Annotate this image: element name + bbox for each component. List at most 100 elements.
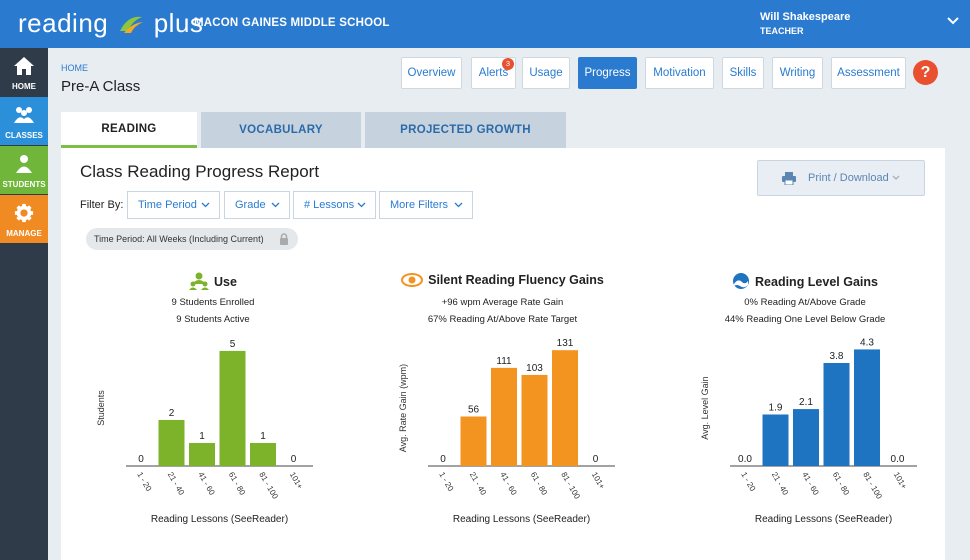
gear-icon bbox=[14, 203, 34, 223]
fluency-subtitle-2: 67% Reading At/Above Rate Target bbox=[427, 314, 578, 325]
bar[interactable] bbox=[793, 409, 819, 466]
x-tick-label: 41 - 60 bbox=[800, 471, 821, 498]
time-period-chip: Time Period: All Weeks (Including Curren… bbox=[86, 228, 298, 250]
x-tick-label: 21 - 40 bbox=[468, 471, 489, 498]
data-label: 111 bbox=[496, 356, 512, 367]
x-tick-label: 1 - 20 bbox=[437, 471, 455, 494]
data-label: 3.8 bbox=[830, 351, 844, 362]
tab-writing[interactable]: Writing bbox=[772, 57, 823, 89]
bar[interactable] bbox=[460, 416, 487, 466]
logo-text-left: reading bbox=[18, 8, 109, 38]
y-axis-label: Students bbox=[96, 390, 106, 426]
user-name[interactable]: Will Shakespeare bbox=[760, 11, 851, 23]
bar[interactable] bbox=[552, 350, 578, 466]
data-label: 131 bbox=[557, 338, 574, 349]
bar[interactable] bbox=[854, 349, 880, 466]
print-download-label: Print / Download bbox=[808, 172, 889, 184]
x-tick-label: 21 - 40 bbox=[770, 471, 791, 498]
lessons-filter[interactable]: # Lessons bbox=[293, 191, 376, 219]
use-subtitle-1: 9 Students Enrolled bbox=[171, 297, 255, 308]
x-tick-label: 61 - 80 bbox=[529, 471, 550, 498]
chevron-down-icon bbox=[201, 202, 210, 208]
data-label: 1 bbox=[199, 431, 205, 442]
chevron-down-icon bbox=[454, 202, 463, 208]
bar[interactable] bbox=[250, 442, 276, 466]
sidebar-item-home[interactable]: HOME bbox=[0, 48, 48, 96]
sidebar-item-students[interactable]: STUDENTS bbox=[0, 146, 48, 194]
x-tick-label: 41 - 60 bbox=[498, 471, 519, 498]
data-label: 2.1 bbox=[799, 397, 813, 408]
chart-title-text: Reading Level Gains bbox=[755, 275, 878, 289]
classes-icon bbox=[14, 107, 34, 123]
chart-title-text: Use bbox=[214, 275, 237, 289]
sidebar-item-classes[interactable]: CLASSES bbox=[0, 97, 48, 145]
bar[interactable] bbox=[762, 414, 789, 466]
breadcrumb[interactable]: HOME bbox=[61, 63, 88, 73]
sidebar-item-manage[interactable]: MANAGE bbox=[0, 195, 48, 243]
x-tick-label: 101+ bbox=[590, 471, 607, 491]
x-tick-label: 1 - 20 bbox=[739, 471, 757, 494]
tab-motivation[interactable]: Motivation bbox=[645, 57, 714, 89]
logo-text-right: plus bbox=[153, 8, 204, 38]
use-chart: Students 0 1 - 20 2 21 - 40 1 41 - 60 5 61 - 80 1… bbox=[96, 339, 313, 525]
bar[interactable] bbox=[219, 350, 246, 466]
sidebar-item-label: HOME bbox=[12, 82, 36, 91]
home-icon bbox=[14, 57, 34, 75]
logo-swoosh-icon bbox=[119, 16, 143, 33]
level-subtitle-1: 0% Reading At/Above Grade bbox=[744, 297, 866, 308]
chart-title-text: Silent Reading Fluency Gains bbox=[428, 273, 604, 287]
sidebar-item-label: MANAGE bbox=[6, 229, 42, 238]
data-label: 2 bbox=[169, 408, 175, 419]
y-axis-label: Avg. Level Gain bbox=[700, 376, 710, 439]
x-tick-label: 61 - 80 bbox=[831, 471, 852, 498]
more-filters[interactable]: More Filters bbox=[379, 191, 473, 219]
tab-projected-growth[interactable]: PROJECTED GROWTH bbox=[365, 112, 566, 148]
bar[interactable] bbox=[189, 442, 215, 466]
chevron-down-icon[interactable] bbox=[946, 14, 960, 28]
time-period-filter[interactable]: Time Period bbox=[127, 191, 220, 219]
tab-skills[interactable]: Skills bbox=[722, 57, 764, 89]
data-label: 1.9 bbox=[769, 402, 783, 413]
x-tick-label: 101+ bbox=[892, 471, 909, 491]
filter-label: More Filters bbox=[390, 199, 449, 211]
fluency-subtitle-1: +96 wpm Average Rate Gain bbox=[441, 297, 564, 308]
data-label: 5 bbox=[230, 339, 236, 350]
data-label: 4.3 bbox=[860, 337, 874, 348]
data-label: 103 bbox=[526, 363, 543, 374]
data-label: 0 bbox=[593, 454, 599, 465]
filter-by-label: Filter By: bbox=[80, 199, 124, 211]
x-axis-label: Reading Lessons (SeeReader) bbox=[453, 514, 590, 525]
x-tick-label: 1 - 20 bbox=[135, 471, 153, 494]
tab-assessment[interactable]: Assessment bbox=[831, 57, 906, 89]
bar[interactable] bbox=[158, 419, 185, 466]
chevron-down-icon bbox=[357, 202, 366, 208]
level-chart: Avg. Level Gain 0.0 1 - 20 1.9 21 - 40 2.1 41 … bbox=[700, 337, 917, 525]
data-label: 0 bbox=[291, 454, 297, 465]
tab-overview[interactable]: Overview bbox=[401, 57, 462, 89]
print-download-button[interactable]: Print / Download bbox=[757, 160, 925, 196]
tab-vocabulary[interactable]: VOCABULARY bbox=[201, 112, 361, 148]
data-label: 56 bbox=[468, 404, 480, 415]
filter-label: # Lessons bbox=[304, 199, 355, 211]
x-tick-label: 81 - 100 bbox=[559, 471, 582, 501]
sidebar-item-label: CLASSES bbox=[5, 131, 43, 140]
x-tick-label: 81 - 100 bbox=[257, 471, 280, 501]
level-chart-title: Reading Level Gains bbox=[705, 272, 905, 290]
data-label: 0 bbox=[138, 454, 144, 465]
bar[interactable] bbox=[521, 374, 548, 466]
tab-reading[interactable]: READING bbox=[61, 112, 197, 148]
bar[interactable] bbox=[491, 367, 517, 466]
x-tick-label: 61 - 80 bbox=[227, 471, 248, 498]
x-axis-label: Reading Lessons (SeeReader) bbox=[755, 514, 892, 525]
reading-plus-logo[interactable]: reading plus bbox=[18, 8, 203, 39]
fluency-chart-title: Silent Reading Fluency Gains bbox=[395, 272, 610, 288]
filter-label: Time Period bbox=[138, 199, 197, 211]
grade-filter[interactable]: Grade bbox=[224, 191, 290, 219]
help-button[interactable]: ? bbox=[913, 60, 938, 85]
y-axis-label: Avg. Rate Gain (wpm) bbox=[398, 364, 408, 452]
fluency-chart: Avg. Rate Gain (wpm) 0 1 - 20 56 21 - 40 111 4… bbox=[398, 338, 615, 525]
bar[interactable] bbox=[823, 362, 850, 466]
lock-icon bbox=[280, 233, 288, 245]
tab-progress[interactable]: Progress bbox=[578, 57, 637, 89]
tab-usage[interactable]: Usage bbox=[522, 57, 570, 89]
